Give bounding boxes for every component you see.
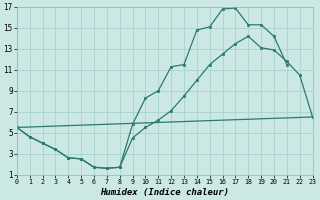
X-axis label: Humidex (Indice chaleur): Humidex (Indice chaleur) <box>100 188 229 197</box>
